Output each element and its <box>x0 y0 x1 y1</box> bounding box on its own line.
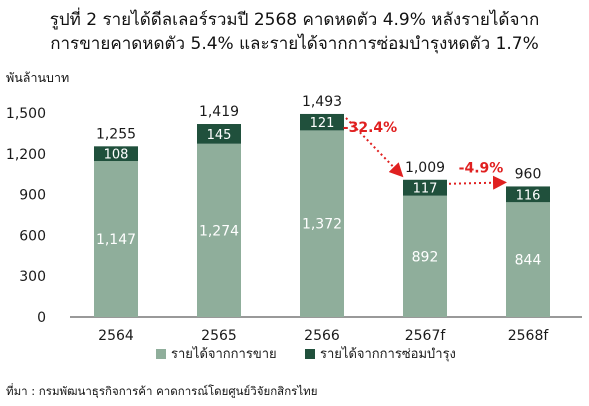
legend-label-sales: รายได้จากการขาย <box>171 346 277 362</box>
x-tick-label: 2565 <box>201 328 237 344</box>
change-arrow <box>448 175 507 190</box>
bar-service <box>197 124 241 144</box>
bar-total-label: 1,009 <box>405 160 445 176</box>
bar-total-label: 1,255 <box>96 126 136 142</box>
legend-label-service: รายได้จากการซ่อมบำรุง <box>320 346 456 362</box>
bar-total-label: 1,419 <box>199 104 239 120</box>
bar-total-label: 1,493 <box>302 94 342 110</box>
y-tick-label: 1,200 <box>6 147 46 163</box>
x-tick-label: 2567f <box>405 328 447 344</box>
bar-service-label: 108 <box>104 148 129 163</box>
source-note: ที่มา : กรมพัฒนาธุรกิจการค้า คาดการณ์โดย… <box>6 384 318 398</box>
bar-sales <box>403 195 447 317</box>
change-percent-label: -4.9% <box>459 160 504 176</box>
bar-service-label: 145 <box>207 128 232 143</box>
x-tick-label: 2564 <box>98 328 134 344</box>
legend-swatch-service <box>305 349 315 359</box>
y-tick-label: 1,500 <box>6 106 46 122</box>
bar-sales <box>506 202 550 317</box>
bar-sales-label: 1,274 <box>199 223 239 239</box>
y-tick-label: 900 <box>19 188 46 204</box>
bar-service-label: 121 <box>310 116 335 131</box>
bar-sales <box>197 143 241 317</box>
y-tick-label: 0 <box>37 310 46 326</box>
bar-service-label: 116 <box>516 188 541 203</box>
legend-swatch-sales <box>156 349 166 359</box>
x-tick-label: 2566 <box>304 328 340 344</box>
x-tick-label: 2568f <box>508 328 550 344</box>
bar-sales-label: 1,147 <box>96 232 136 248</box>
change-percent-label: -32.4% <box>343 120 397 136</box>
bar-total-label: 960 <box>515 166 542 182</box>
bar-sales-label: 892 <box>412 249 439 265</box>
bar-sales-label: 1,372 <box>302 217 342 233</box>
bar-service-label: 117 <box>413 182 438 197</box>
bar-service <box>506 186 550 203</box>
bar-sales <box>300 130 344 317</box>
chart-title-line-1: รูปที่ 2 รายได้ดีลเลอร์รวมปี 2568 คาดหดต… <box>49 10 540 30</box>
bar-service <box>94 146 138 162</box>
chart-title: รูปที่ 2 รายได้ดีลเลอร์รวมปี 2568 คาดหดต… <box>0 8 589 56</box>
y-axis-unit-label: พันล้านบาท <box>6 70 70 85</box>
bar-sales <box>94 161 138 317</box>
change-arrow <box>345 117 404 178</box>
bar-service <box>300 113 344 131</box>
y-tick-label: 300 <box>19 269 46 285</box>
y-tick-label: 600 <box>19 228 46 244</box>
bar-service <box>403 179 447 196</box>
chart-title-line-2: การขายคาดหดตัว 5.4% และรายได้จากการซ่อมบ… <box>50 34 539 54</box>
bar-sales-label: 844 <box>515 253 542 269</box>
